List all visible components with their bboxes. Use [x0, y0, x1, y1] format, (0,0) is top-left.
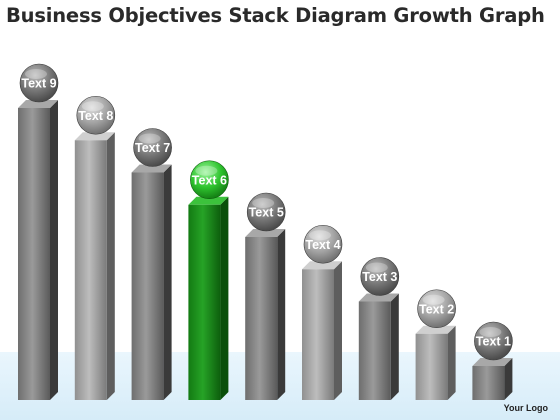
- sphere: [474, 321, 513, 361]
- bar-text-6: Text 6: [188, 160, 229, 400]
- bar-front: [358, 301, 391, 400]
- sphere-highlight: [81, 101, 104, 112]
- bar-top: [302, 261, 342, 270]
- bar-text-3: Text 3: [358, 257, 400, 400]
- page-title: Business Objectives Stack Diagram Growth…: [6, 4, 545, 27]
- logo-text: Your Logo: [503, 403, 548, 413]
- bar-text-8: Text 8: [74, 95, 116, 400]
- bar-front: [74, 140, 107, 400]
- bar-text-5: Text 5: [245, 192, 286, 400]
- bar-side: [50, 100, 58, 400]
- bar-top: [415, 325, 456, 334]
- sphere-label: Text 6: [192, 173, 227, 187]
- bar-side: [334, 261, 342, 400]
- sphere-highlight: [365, 262, 388, 273]
- sphere: [76, 95, 116, 135]
- sphere: [417, 289, 456, 329]
- sphere-label: Text 9: [21, 77, 56, 91]
- bar-text-7: Text 7: [131, 128, 172, 400]
- sphere: [303, 224, 343, 264]
- bar-side: [504, 358, 513, 400]
- sphere: [360, 257, 400, 296]
- bar-top: [358, 293, 399, 302]
- sphere-highlight: [195, 165, 218, 176]
- sphere-highlight: [138, 133, 161, 144]
- sphere: [19, 63, 59, 103]
- bar-text-4: Text 4: [302, 224, 343, 400]
- bar-top: [188, 196, 229, 205]
- bar-front: [18, 108, 50, 400]
- bar-top: [131, 164, 172, 173]
- sphere: [133, 128, 172, 167]
- bar-top: [18, 100, 58, 108]
- bar-side: [163, 164, 172, 400]
- bar-front: [302, 269, 334, 400]
- bar-top: [245, 229, 286, 237]
- bar-front: [415, 333, 448, 400]
- bar-text-1: Text 1: [472, 321, 513, 400]
- sphere: [246, 192, 286, 232]
- bar-side: [106, 132, 115, 400]
- sphere: [190, 160, 229, 200]
- sphere-highlight: [252, 198, 275, 208]
- sphere-label: Text 3: [362, 270, 397, 284]
- sphere-highlight: [25, 69, 47, 79]
- sphere-highlight: [479, 327, 502, 337]
- bar-side: [277, 229, 286, 400]
- bar-front: [472, 366, 505, 400]
- sphere-highlight: [309, 230, 331, 241]
- bar-side: [220, 196, 229, 400]
- bar-top: [74, 132, 115, 141]
- bar-front: [188, 204, 221, 400]
- bar-front: [245, 237, 278, 400]
- sphere-label: Text 2: [419, 302, 454, 316]
- sphere-label: Text 8: [78, 109, 113, 123]
- sphere-highlight: [422, 294, 445, 305]
- sphere-label: Text 7: [135, 141, 170, 155]
- sphere-label: Text 4: [305, 238, 340, 252]
- bar-text-9: Text 9: [18, 63, 59, 400]
- bar-side: [447, 325, 456, 400]
- bar-front: [131, 172, 164, 400]
- bar-top: [472, 358, 513, 366]
- bar-text-2: Text 2: [415, 289, 456, 400]
- sphere-label: Text 1: [476, 335, 511, 349]
- sphere-label: Text 5: [249, 206, 284, 220]
- bar-side: [390, 293, 399, 400]
